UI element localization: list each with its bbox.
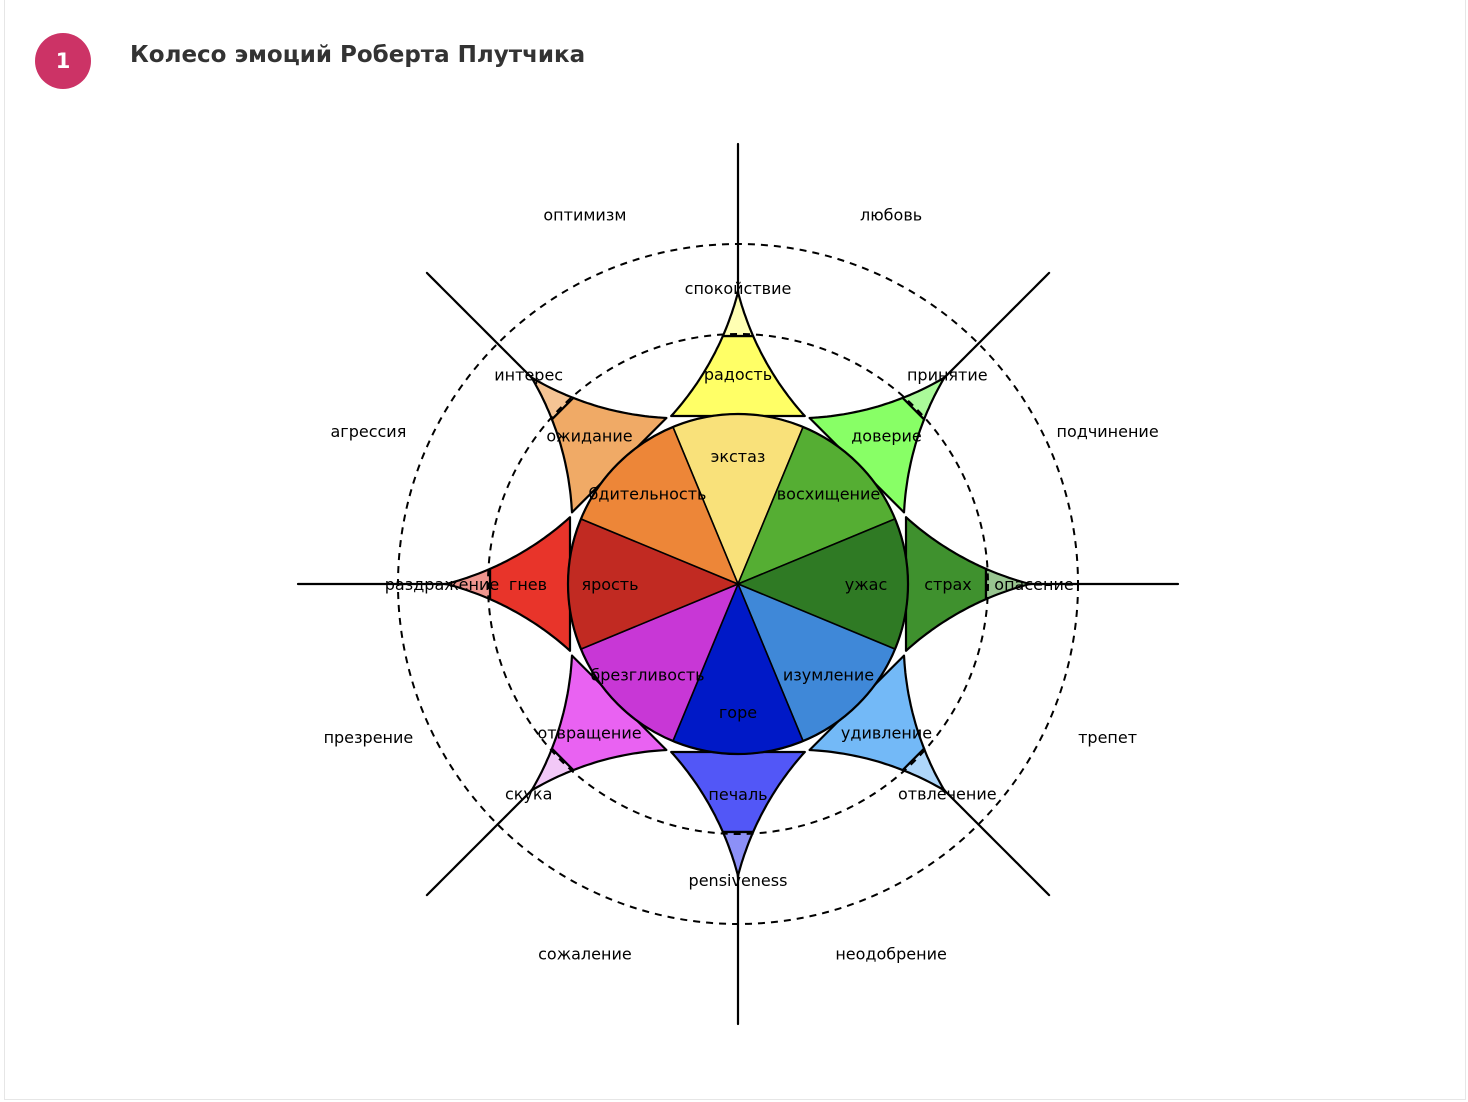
emotion-label-red-2: гнев [509,575,547,594]
petal-band-lightblue-3 [977,823,1051,897]
dyad-label-1: любовь [860,205,922,224]
dyad-label-2: подчинение [1057,422,1159,441]
petal-band-red-2 [396,567,492,601]
step-number-badge: 1 [35,33,91,89]
petal-lightgreen [808,271,1051,514]
petal-band-orange-3 [425,271,499,345]
emotion-label-lightgreen-1: восхищение [777,485,881,504]
emotion-label-orange-1: бдительность [589,485,707,504]
emotion-label-lightblue-2: удивление [841,724,932,743]
emotion-label-red-1: ярость [581,575,638,594]
emotion-label-red-3: раздражение [385,575,499,594]
emotion-label-purple-3: скука [505,784,552,803]
petal-purple [425,654,668,897]
petal-yellow [670,142,806,418]
petal-band-lightgreen-2 [901,342,980,421]
emotion-label-blue-1: горе [719,703,757,722]
petal-band-blue-2 [721,830,755,926]
center-disc-outline [566,412,910,756]
page-title: Колесо эмоций Роберта Плутчика [130,42,586,68]
emotion-label-yellow-3: спокойствие [685,279,792,298]
emotion-label-lightblue-3: отвлечение [898,784,997,803]
emotion-label-yellow-2: радость [704,365,772,384]
outer-dashed-circle [397,243,1079,925]
petal-orange [425,271,668,514]
petal-band-purple-2 [496,747,575,826]
inner-dashed-circle [487,333,989,835]
petal-band-darkgreen-2 [984,567,1080,601]
emotion-label-lightgreen-3: принятие [907,366,988,385]
emotion-label-lightblue-1: изумление [783,666,874,685]
dyad-label-8: оптимизм [543,205,626,224]
emotion-label-orange-3: интерес [494,366,563,385]
dyad-label-5: сожаление [538,945,632,964]
dyad-label-3: трепет [1078,728,1137,747]
petal-band-orange-2 [496,342,575,421]
emotion-label-darkgreen-1: ужас [845,575,887,594]
emotion-label-yellow-1: экстаз [711,447,766,466]
emotion-label-darkgreen-2: страх [924,575,972,594]
emotion-label-darkgreen-3: опасение [994,575,1073,594]
petal-band-yellow-2 [721,242,755,338]
petal-band-lightblue-2 [901,747,980,826]
emotion-label-purple-2: отвращение [537,724,641,743]
petal-band-purple-3 [425,823,499,897]
dyad-label-7: агрессия [330,422,406,441]
petal-blue [670,750,806,1026]
center-disc [566,412,910,756]
dyad-label-6: презрение [324,728,414,747]
emotion-label-lightgreen-2: доверие [851,427,922,446]
emotion-label-orange-2: ожидание [546,427,632,446]
emotion-label-purple-1: брезгливость [590,666,704,685]
petals-group [296,142,1180,1026]
petal-lightblue [808,654,1051,897]
emotion-label-blue-2: печаль [708,785,767,804]
dyad-label-4: неодобрение [835,945,947,964]
petal-darkgreen [904,516,1180,652]
emotion-label-blue-3: pensiveness [689,871,788,890]
petal-band-lightgreen-3 [977,271,1051,345]
petal-red [296,516,572,652]
